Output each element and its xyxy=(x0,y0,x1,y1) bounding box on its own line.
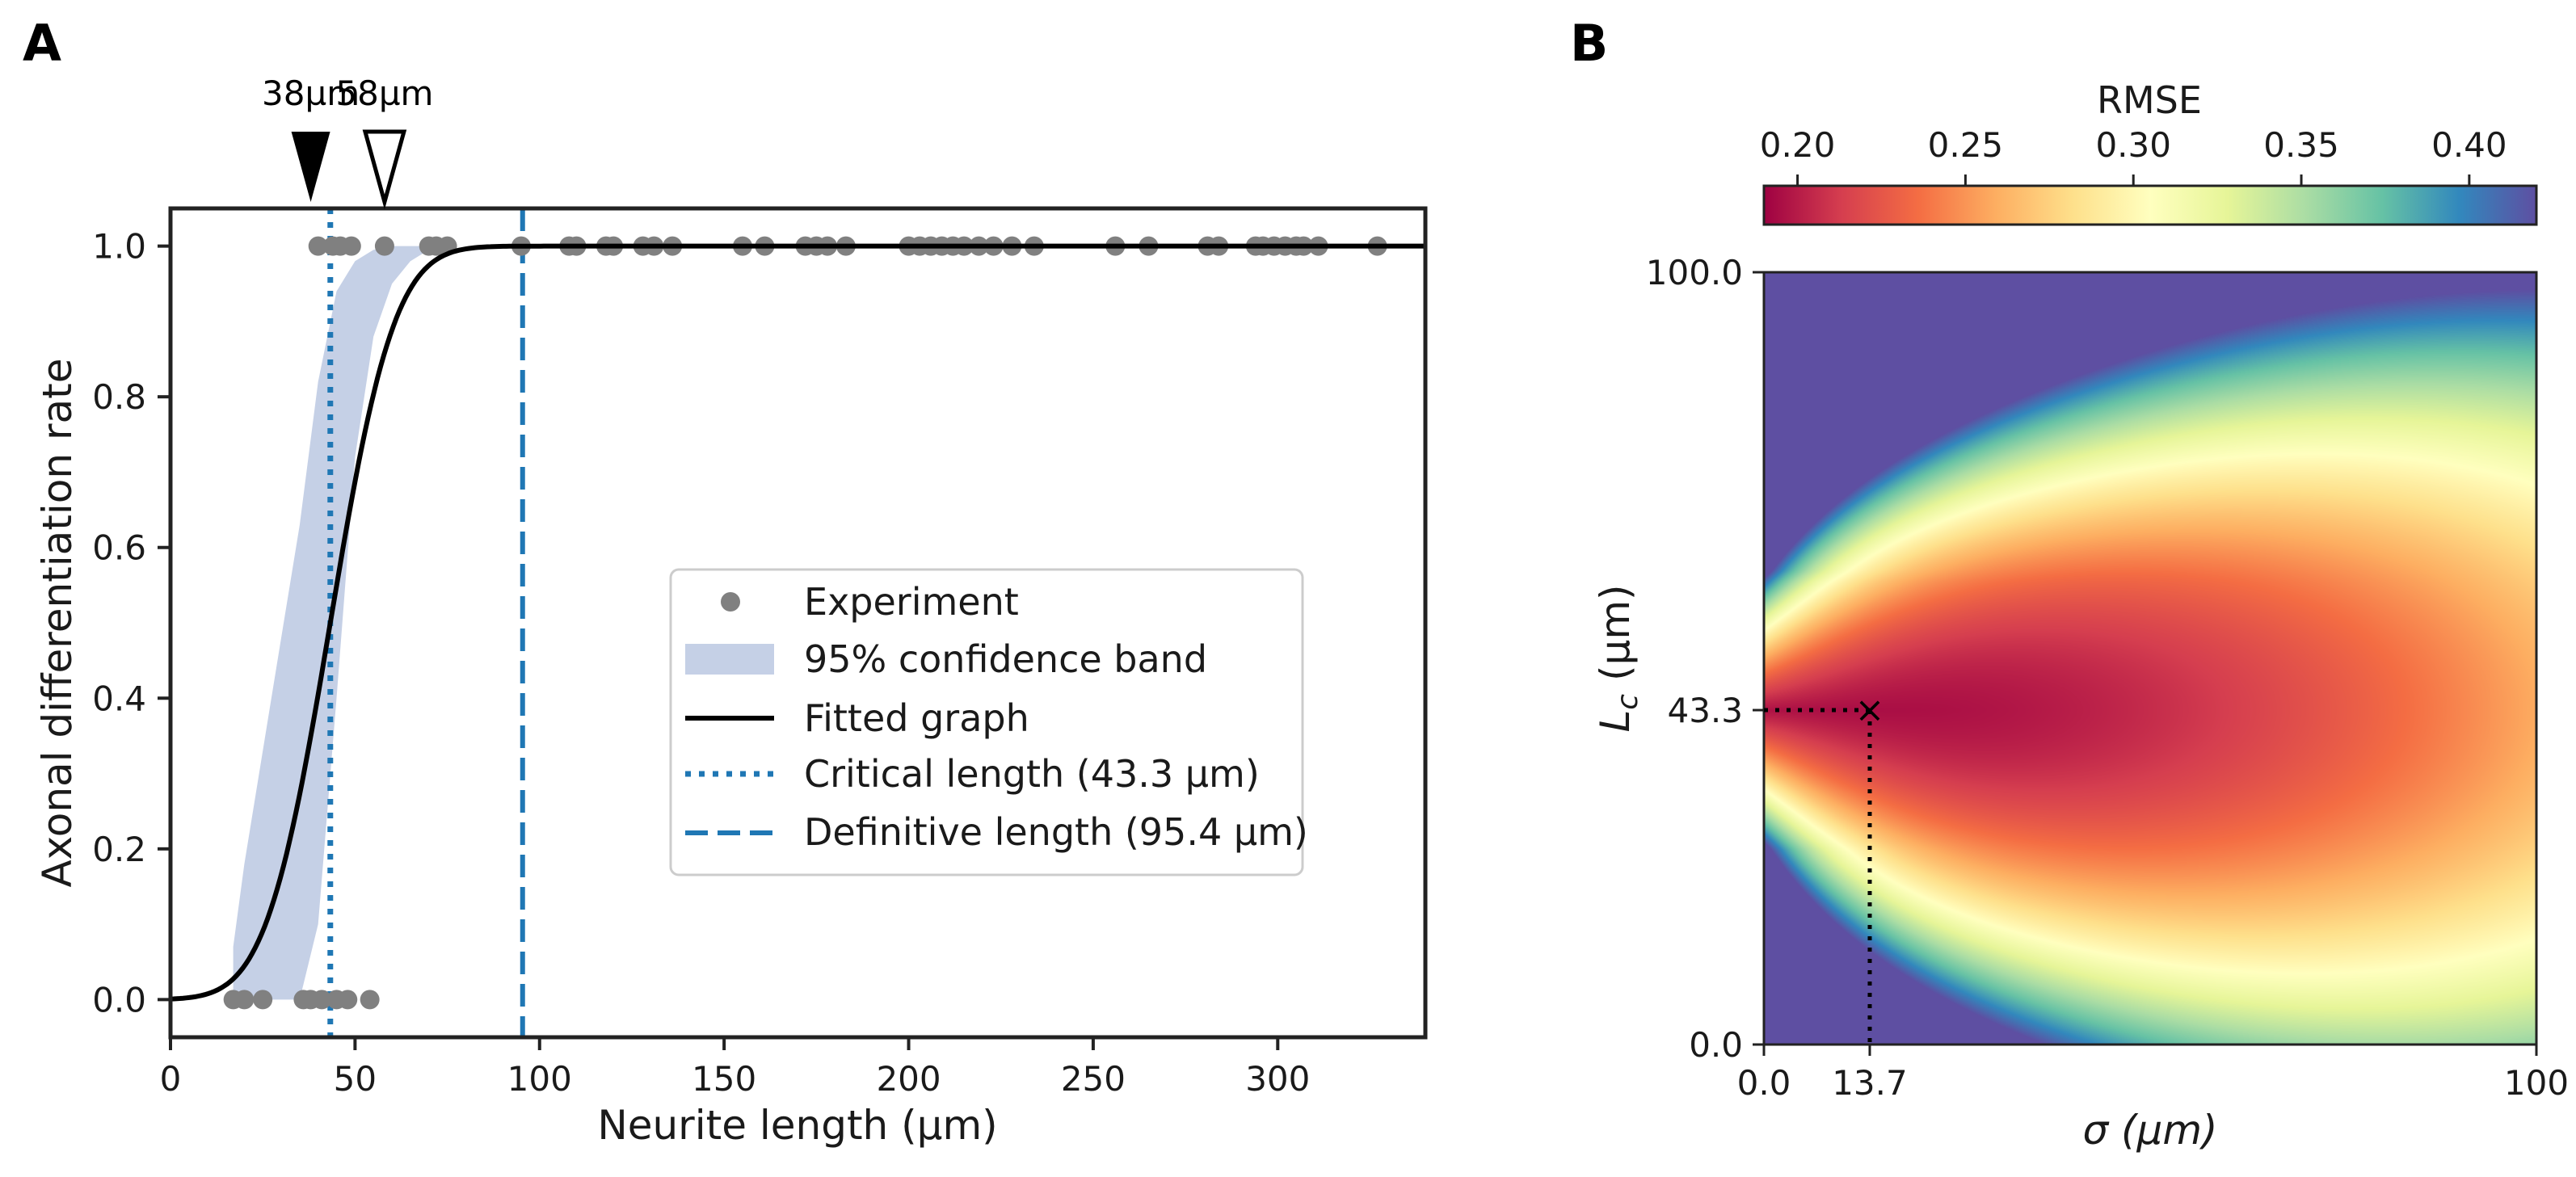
panel-b-x-axis-title: σ (µm) xyxy=(2082,1107,2217,1154)
legend-experiment-label: Experiment xyxy=(804,580,1019,624)
colorbar-tick-label: 0.35 xyxy=(2263,125,2339,165)
experiment-point xyxy=(360,990,380,1010)
panel-a-letter: A xyxy=(23,14,61,73)
heatmap-container xyxy=(1764,272,2536,1045)
colorbar-tick-label: 0.20 xyxy=(1760,125,1836,165)
colorbar-ticks: 0.20 0.25 0.30 0.35 0.40 xyxy=(1760,125,2507,186)
marker-filled-triangle xyxy=(291,132,330,202)
panel-b-y-ticks: 0.0 43.3 100.0 xyxy=(1646,253,1764,1065)
marker-38-label: 38µm xyxy=(262,74,360,113)
y-tick-label: 0.2 xyxy=(92,830,146,869)
experiment-point xyxy=(308,236,328,256)
fitted-curve xyxy=(170,243,1425,1002)
x-tick-label: 0 xyxy=(160,1059,182,1099)
legend-box xyxy=(669,568,1304,876)
colorbar xyxy=(1762,184,2538,226)
experiment-point xyxy=(338,990,358,1010)
x-tick-label: 100 xyxy=(2504,1063,2569,1103)
panel-a-plot-area xyxy=(170,208,1425,1037)
confidence-band xyxy=(233,246,521,1000)
panel-a-x-ticks: 0 50 100 150 200 250 300 xyxy=(160,1037,1310,1099)
legend-definitive-label: Definitive length (95.4 µm) xyxy=(804,810,1308,854)
panel-a-y-ticks: 0.0 0.2 0.4 0.6 0.8 1.0 xyxy=(92,227,170,1019)
panel-b: B RMSE 0.20 0.25 0.30 0.35 0.40 × 0.0 13.7 100… xyxy=(1570,14,2569,1154)
colorbar-tick-label: 0.30 xyxy=(2095,125,2171,165)
y-tick-label: 0.0 xyxy=(1689,1025,1743,1065)
length-markers: 38µm 58µm xyxy=(262,74,433,210)
legend-band-swatch xyxy=(685,644,774,675)
y-tick-label: 0.4 xyxy=(92,679,146,718)
experiment-point xyxy=(341,236,361,256)
legend: Experiment 95% confidence band Fitted gr… xyxy=(669,568,1308,876)
heatmap xyxy=(1764,272,2536,1045)
experiment-point xyxy=(253,990,273,1010)
x-tick-label: 13.7 xyxy=(1832,1063,1908,1103)
legend-critical-label: Critical length (43.3 µm) xyxy=(804,752,1260,796)
colorbar-tick-label: 0.40 xyxy=(2431,125,2507,165)
experiment-point xyxy=(234,990,255,1010)
legend-fit-label: Fitted graph xyxy=(804,696,1029,740)
y-tick-label: 0.6 xyxy=(92,528,146,568)
legend-experiment-swatch xyxy=(721,592,740,612)
heatmap-frame xyxy=(1762,271,2538,1046)
colorbar-title: RMSE xyxy=(2097,78,2202,122)
panel-a-x-axis-title: Neurite length (µm) xyxy=(597,1102,997,1149)
y-tick-label: 1.0 xyxy=(92,227,146,267)
panel-a-y-axis-title: Axonal differentiation rate xyxy=(34,358,81,887)
y-tick-label: 43.3 xyxy=(1667,691,1743,730)
colorbar-tick-label: 0.25 xyxy=(1928,125,2004,165)
x-tick-label: 250 xyxy=(1061,1059,1126,1099)
panel-b-letter: B xyxy=(1570,14,1608,73)
x-tick-label: 100 xyxy=(507,1059,572,1099)
x-tick-label: 150 xyxy=(692,1059,756,1099)
y-tick-label: 0.0 xyxy=(92,980,146,1019)
legend-band-label: 95% confidence band xyxy=(804,637,1207,681)
marker-open-triangle xyxy=(362,129,407,210)
x-tick-label: 0.0 xyxy=(1737,1063,1791,1103)
marker-58-label: 58µm xyxy=(335,74,433,113)
y-axis-title-unit: (µm) xyxy=(1592,584,1639,693)
y-tick-label: 0.8 xyxy=(92,377,146,417)
x-tick-label: 50 xyxy=(334,1059,377,1099)
y-tick-label: 100.0 xyxy=(1646,253,1743,292)
x-tick-label: 200 xyxy=(876,1059,941,1099)
panel-a-frame xyxy=(168,206,1428,1040)
experiment-point xyxy=(374,236,394,256)
panel-b-x-ticks: 0.0 13.7 100 xyxy=(1737,1045,2569,1103)
x-tick-label: 300 xyxy=(1245,1059,1310,1099)
optimum-marker: × xyxy=(1855,690,1885,731)
experiment-point xyxy=(312,990,332,1010)
panel-b-y-axis-title: Lc (µm) xyxy=(1592,584,1644,732)
y-axis-title-main: L xyxy=(1592,710,1639,733)
y-axis-title-sub: c xyxy=(1611,694,1644,710)
panel-a: A 0 50 100 150 200 250 300 0.00.20.40.60.81.0 … xyxy=(23,14,1428,1149)
